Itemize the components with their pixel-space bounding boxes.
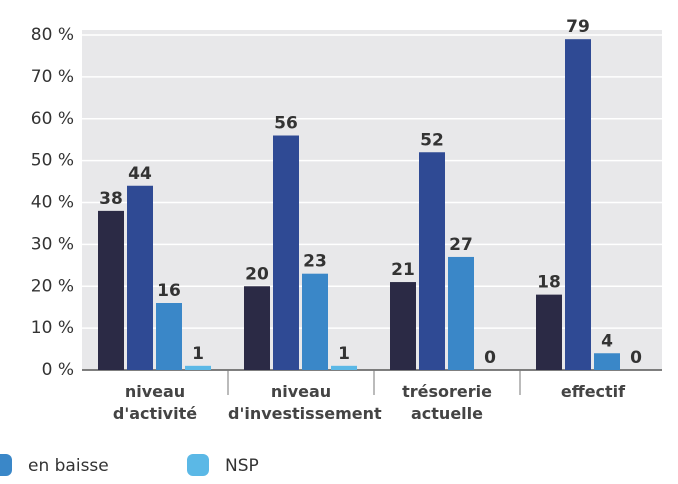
bar xyxy=(419,152,445,370)
bar xyxy=(244,286,270,370)
y-tick-label: 60 % xyxy=(31,109,74,129)
y-tick-label: 70 % xyxy=(31,67,74,87)
data-label: 52 xyxy=(420,130,444,150)
data-label: 1 xyxy=(192,344,204,364)
bar xyxy=(565,39,591,370)
y-tick-label: 80 % xyxy=(31,25,74,45)
bar xyxy=(127,185,153,370)
legend-label: NSP xyxy=(225,456,259,476)
data-label: 21 xyxy=(391,260,415,280)
bar xyxy=(185,365,211,370)
data-label: 0 xyxy=(630,348,642,368)
y-tick-label: 10 % xyxy=(31,318,74,338)
data-label: 56 xyxy=(274,114,298,134)
bar xyxy=(448,256,474,370)
y-tick-label: 40 % xyxy=(31,193,74,213)
data-label: 1 xyxy=(338,344,350,364)
x-tick-label: effectif xyxy=(560,382,626,401)
legend-label: en baisse xyxy=(28,456,109,476)
y-tick-label: 20 % xyxy=(31,276,74,296)
bar xyxy=(594,353,620,370)
bar xyxy=(331,365,357,370)
bar xyxy=(302,273,328,370)
data-label: 0 xyxy=(484,348,496,368)
bar xyxy=(390,282,416,370)
data-label: 18 xyxy=(537,273,561,293)
data-label: 4 xyxy=(601,331,613,351)
data-label: 20 xyxy=(245,264,269,284)
data-label: 79 xyxy=(566,17,590,37)
bar xyxy=(156,303,182,370)
x-tick-label: niveau d'investissement xyxy=(228,382,382,423)
bar xyxy=(273,135,299,370)
data-label: 44 xyxy=(128,164,152,184)
y-tick-label: 30 % xyxy=(31,234,74,254)
data-label: 27 xyxy=(449,235,473,255)
data-label: 16 xyxy=(157,281,181,301)
bar xyxy=(98,210,124,370)
y-tick-label: 0 % xyxy=(42,360,74,380)
legend-swatch xyxy=(0,454,12,476)
bar xyxy=(536,294,562,370)
y-tick-label: 50 % xyxy=(31,151,74,171)
legend-swatch xyxy=(187,454,209,476)
data-label: 23 xyxy=(303,252,327,272)
data-label: 38 xyxy=(99,189,123,209)
x-tick-label: niveau d'activité xyxy=(112,382,198,423)
x-tick-label: trésorerie actuelle xyxy=(402,382,492,423)
